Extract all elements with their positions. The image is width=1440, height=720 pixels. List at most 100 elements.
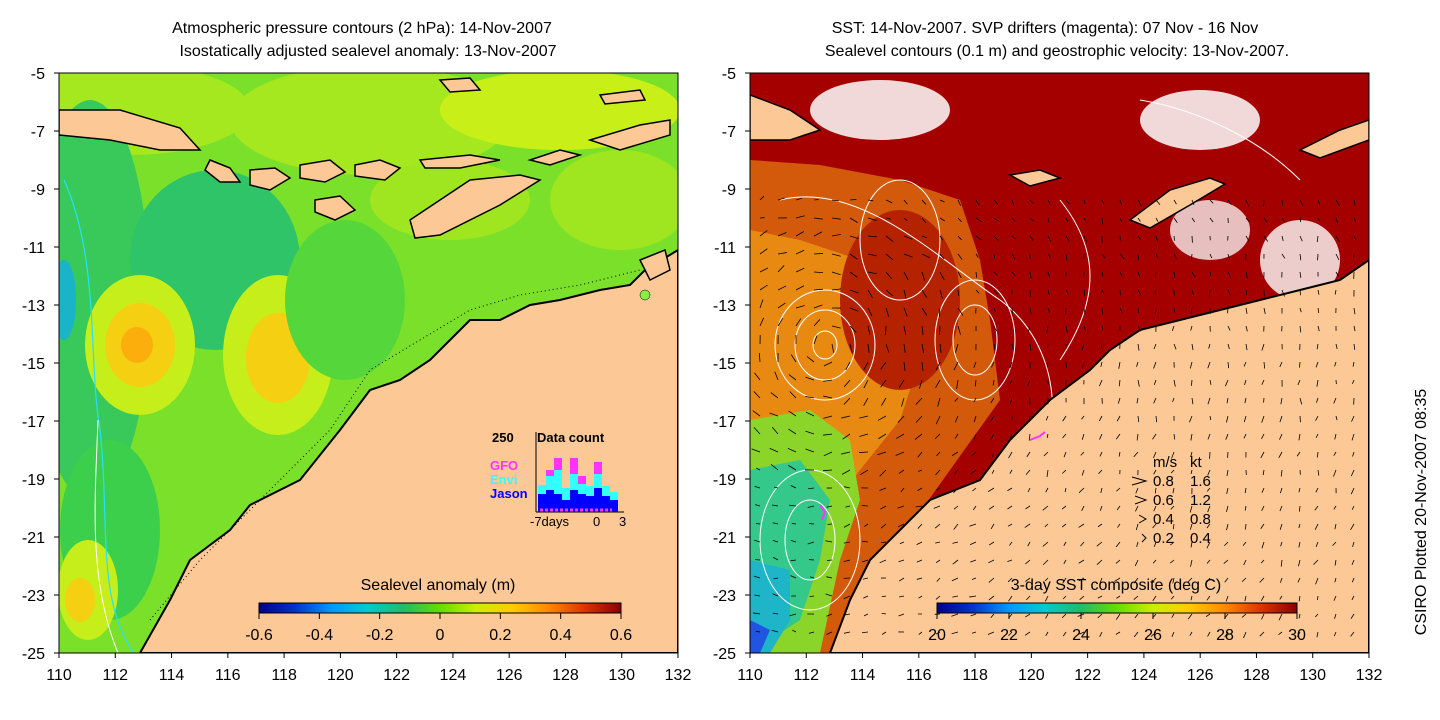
velocity-arrow [805, 448, 815, 453]
velocity-arrow [777, 252, 787, 255]
lat-tick-label-right: -19 [713, 472, 736, 489]
velocity-arrow [773, 486, 779, 489]
velocity-arrow [1011, 253, 1016, 260]
velocity-arrow [867, 217, 877, 221]
velocity-arrow [1206, 595, 1211, 601]
velocity-arrow [831, 343, 835, 353]
velocity-arrow [1316, 631, 1319, 638]
velocity-arrow [1173, 217, 1178, 223]
velocity-arrow [1226, 397, 1229, 404]
lat-tick-label-right: -5 [722, 66, 736, 83]
velocity-arrow [789, 391, 797, 399]
velocity-arrow [1315, 415, 1319, 421]
velocity-arrow [1299, 289, 1301, 296]
velocity-arrow [772, 556, 779, 561]
velocity-arrow [1154, 487, 1157, 494]
velocity-arrow [1011, 343, 1014, 349]
velocity-arrow [1026, 595, 1031, 601]
colorbar-tick-label: 0 [436, 627, 445, 644]
velocity-arrow [1190, 433, 1193, 441]
velocity-arrow [1029, 199, 1034, 204]
velocity-arrow [849, 198, 857, 201]
velocity-arrow [859, 415, 869, 419]
velocity-arrow [1119, 289, 1122, 296]
velocity-arrow [990, 397, 995, 404]
velocity-arrow [1170, 505, 1175, 510]
velocity-arrow [1207, 505, 1211, 513]
velocity-arrow [1227, 199, 1232, 205]
velocity-arrow [1298, 487, 1301, 493]
velocity-arrow [898, 559, 905, 563]
lat-tick-label-left: -25 [22, 646, 45, 663]
velocity-arrow [1315, 541, 1319, 548]
velocity-arrow [957, 199, 961, 206]
velocity-arrow [813, 271, 824, 274]
velocity-arrow [1262, 469, 1265, 476]
lat-tick-label-left: -21 [22, 530, 45, 547]
velocity-arrow [758, 352, 761, 363]
velocity-arrow [1154, 289, 1157, 295]
velocity-arrow [1352, 451, 1355, 457]
velocity-arrow [898, 379, 905, 388]
velocity-arrow [1152, 559, 1157, 564]
velocity-arrow [863, 595, 869, 599]
velocity-arrow [1205, 613, 1211, 618]
velocity-arrow [754, 539, 761, 543]
velocity-arrow [777, 302, 786, 309]
velocity-arrow [972, 505, 977, 511]
lon-tick-label-right: 120 [1018, 667, 1045, 684]
velocity-arrow [1101, 325, 1104, 331]
australia-landmass-sst [828, 258, 1369, 653]
velocity-arrow [1009, 433, 1013, 439]
colorbar-tick-label: 24 [1072, 627, 1090, 644]
velocity-arrow [1279, 361, 1283, 368]
velocity-arrow [1101, 217, 1104, 225]
velocity-arrow [1191, 199, 1195, 206]
right-lon-axis: 110 112 114 116 118 120 122 124 126 128 130 132 [737, 653, 1382, 684]
velocity-arrow [787, 447, 797, 453]
velocity-arrow [788, 428, 797, 435]
velocity-arrow [791, 523, 797, 525]
velocity-arrow [809, 576, 815, 579]
velocity-arrow [1245, 235, 1250, 241]
velocity-arrow [772, 612, 779, 615]
velocity-arrow [841, 415, 851, 419]
velocity-arrow [1046, 361, 1049, 368]
velocity-arrow [1333, 631, 1337, 637]
velocity-arrow [1009, 469, 1013, 474]
velocity-arrow [1137, 217, 1141, 222]
velocity-arrow [903, 253, 913, 258]
velocity-arrow [1099, 433, 1103, 440]
velocity-arrow [901, 397, 905, 407]
velocity-arrow [1224, 541, 1229, 547]
velocity-arrow [1137, 271, 1141, 278]
velocity-arrow [1261, 415, 1265, 423]
velocity-arrow [754, 485, 761, 489]
velocity-arrow [1207, 361, 1211, 369]
velocity-arrow [1009, 397, 1013, 404]
velocity-arrow [1263, 235, 1269, 242]
velocity-arrow [771, 426, 779, 435]
velocity-arrow [772, 593, 779, 597]
velocity-legend-ms-value: 0.6 [1153, 492, 1174, 509]
velocity-arrow [1101, 199, 1105, 205]
velocity-arrow [1099, 631, 1103, 637]
velocity-arrow [1335, 415, 1338, 421]
velocity-arrow [903, 217, 908, 222]
velocity-arrow [918, 595, 923, 599]
velocity-arrow [899, 541, 905, 545]
velocity-arrow [1028, 433, 1031, 441]
velocity-arrow [921, 199, 927, 205]
velocity-arrow [1190, 541, 1193, 548]
velocity-arrow [1315, 433, 1319, 438]
lat-tick-label-left: -15 [22, 356, 45, 373]
velocity-arrow [1080, 541, 1085, 547]
velocity-arrow [933, 505, 941, 509]
velocity-arrow [1155, 235, 1158, 242]
velocity-arrow [1189, 415, 1193, 423]
pressure-contour-white [94, 419, 119, 653]
velocity-arrow [1260, 595, 1265, 601]
lat-tick-label-left: -7 [31, 124, 45, 141]
velocity-arrow [1154, 307, 1157, 314]
velocity-arrow [844, 486, 851, 489]
